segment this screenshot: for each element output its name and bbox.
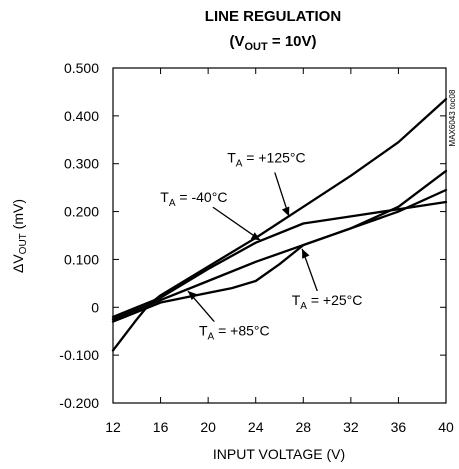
- annotation-label: TA = +125°C: [227, 149, 305, 169]
- annotation-arrowhead: [281, 206, 290, 217]
- x-tick-label: 12: [105, 419, 121, 435]
- annotation-label: TA = +85°C: [199, 323, 270, 343]
- annotation-leader: [212, 206, 261, 241]
- annotation-label-prefix: T: [199, 323, 208, 339]
- annotation-label: TA = +25°C: [292, 292, 363, 312]
- annotation-label-sub: A: [300, 301, 307, 312]
- annotation-label-bg: [191, 321, 277, 341]
- annotation-arrowhead: [187, 291, 198, 301]
- annotation-label-bg: [284, 290, 370, 310]
- y-tick-label: 0: [91, 299, 99, 315]
- y-axis-label-prefix: ΔV: [10, 254, 26, 273]
- annotation-arrowhead: [302, 248, 310, 259]
- annotation-label-sub: A: [169, 198, 176, 209]
- y-tick-label: 0.100: [64, 251, 99, 267]
- x-tick-label: 28: [295, 419, 311, 435]
- y-axis-label-suffix: (mV): [10, 199, 26, 233]
- chart-subtitle-prefix: (V: [229, 33, 244, 50]
- annotation-arrowhead: [250, 232, 261, 241]
- x-tick-label: 40: [438, 419, 454, 435]
- x-tick-label: 36: [391, 419, 407, 435]
- x-tick-label: 16: [153, 419, 169, 435]
- annotation-label-sub: A: [236, 158, 243, 169]
- chart-title: LINE REGULATION: [205, 8, 341, 25]
- x-tick-label: 20: [200, 419, 216, 435]
- annotation-label-prefix: T: [292, 292, 301, 308]
- annotation-label-suffix: = +125°C: [242, 149, 305, 165]
- series-line-4: [111, 169, 448, 323]
- annotation-label-bg: [219, 148, 313, 168]
- annotation-label-suffix: = -40°C: [176, 189, 228, 205]
- annotation-label-suffix: = +85°C: [214, 323, 269, 339]
- chart-subtitle-sub: OUT: [244, 41, 268, 53]
- annotation-label-prefix: T: [227, 149, 236, 165]
- y-tick-label: 0.400: [64, 108, 99, 124]
- series-line-3: [111, 188, 448, 321]
- y-tick-label: -0.100: [59, 347, 99, 363]
- y-tick-label: 0.500: [64, 60, 99, 76]
- annotation-label: TA = -40°C: [160, 189, 227, 209]
- x-tick-label: 32: [343, 419, 359, 435]
- y-tick-label: 0.200: [64, 204, 99, 220]
- x-axis-label: INPUT VOLTAGE (V): [213, 446, 345, 462]
- chart-subtitle: (VOUT = 10V): [229, 33, 316, 53]
- y-tick-label: 0.300: [64, 156, 99, 172]
- annotation-label-sub: A: [208, 332, 215, 343]
- annotation-label-prefix: T: [160, 189, 169, 205]
- annotation-label-suffix: = +25°C: [307, 292, 362, 308]
- y-axis-label: ΔVOUT (mV): [10, 199, 29, 273]
- annotation-label-bg: [151, 188, 237, 208]
- plot-frame: [112, 67, 447, 404]
- side-label: MAX6043 toc08: [448, 89, 457, 146]
- series-line-1: [111, 97, 448, 352]
- x-tick-label: 24: [248, 419, 264, 435]
- chart-subtitle-suffix: = 10V): [268, 33, 317, 50]
- y-axis-label-sub: OUT: [18, 233, 29, 254]
- y-tick-label: -0.200: [59, 395, 99, 411]
